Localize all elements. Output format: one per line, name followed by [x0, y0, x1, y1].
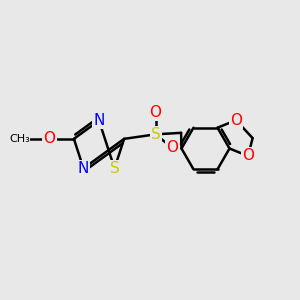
Text: CH₃: CH₃	[9, 134, 30, 144]
Text: N: N	[78, 161, 89, 176]
Text: O: O	[166, 140, 178, 155]
Text: S: S	[151, 127, 160, 142]
Text: O: O	[43, 131, 55, 146]
Text: S: S	[110, 161, 119, 176]
Text: O: O	[242, 148, 254, 164]
Text: N: N	[93, 113, 105, 128]
Text: O: O	[150, 105, 162, 120]
Text: O: O	[230, 113, 242, 128]
